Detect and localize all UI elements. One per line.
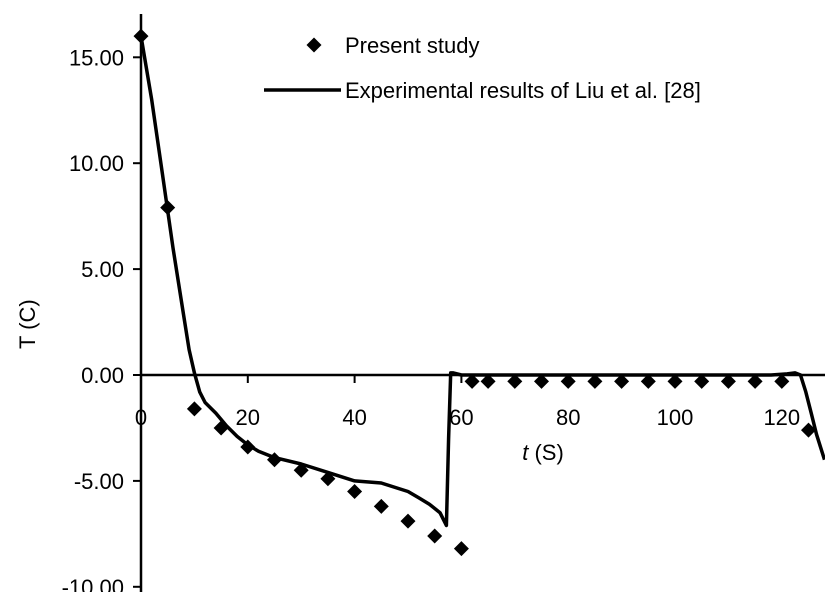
x-tick-label: 80 — [556, 405, 580, 430]
data-point-present-study — [640, 373, 656, 389]
x-axis-label-symbol: t — [522, 440, 529, 465]
y-tick-label: 15.00 — [69, 45, 124, 70]
data-point-present-study — [747, 373, 763, 389]
data-point-present-study — [801, 422, 816, 438]
series-line-experimental — [139, 35, 825, 528]
tick-labels: 15.00 10.00 5.00 0.00 -5.00 -10.00 0 20 40 60 80 10… — [62, 45, 801, 592]
data-point-present-study — [587, 373, 603, 389]
data-point-present-study — [507, 373, 523, 389]
x-tick-label: 40 — [342, 405, 366, 430]
x-tick-label: 20 — [236, 405, 260, 430]
x-axis-label-unit: (S) — [528, 440, 563, 465]
data-point-present-study — [614, 373, 630, 389]
legend: Present study Experimental results of Li… — [264, 33, 701, 103]
x-axis-label: t (S) — [522, 440, 564, 465]
series-markers — [133, 28, 816, 557]
data-point-present-study — [480, 373, 496, 389]
data-point-present-study — [186, 401, 202, 417]
data-point-present-study — [534, 373, 549, 389]
data-point-present-study — [694, 373, 710, 389]
data-point-present-study — [320, 471, 336, 487]
x-tick-label: 60 — [449, 405, 473, 430]
y-tick-label: -5.00 — [74, 469, 124, 494]
legend-label-experimental: Experimental results of Liu et al. [28] — [345, 78, 701, 103]
legend-label-present-study: Present study — [345, 33, 480, 58]
x-tick-label: 100 — [657, 405, 694, 430]
y-tick-label: -10.00 — [62, 575, 124, 592]
legend-marker-present-study — [306, 37, 322, 53]
data-point-present-study — [464, 373, 480, 389]
y-tick-label: 10.00 — [69, 151, 124, 176]
data-point-present-study — [347, 483, 363, 499]
y-axis-label: T (C) — [15, 299, 40, 349]
data-point-present-study — [293, 462, 309, 478]
data-point-present-study — [400, 513, 416, 529]
x-tick-label: 120 — [763, 405, 800, 430]
data-point-present-study — [213, 420, 229, 436]
data-point-present-study — [240, 439, 256, 455]
series-lines — [139, 35, 825, 528]
data-point-present-study — [427, 528, 443, 544]
data-point-present-study — [373, 498, 389, 514]
data-point-present-study — [453, 541, 469, 557]
y-tick-label: 0.00 — [81, 363, 124, 388]
data-point-present-study — [133, 28, 149, 44]
data-point-present-study — [720, 373, 736, 389]
y-tick-label: 5.00 — [81, 257, 124, 282]
data-point-present-study — [267, 452, 282, 468]
x-tick-label: 0 — [135, 405, 147, 430]
data-point-present-study — [160, 200, 176, 216]
